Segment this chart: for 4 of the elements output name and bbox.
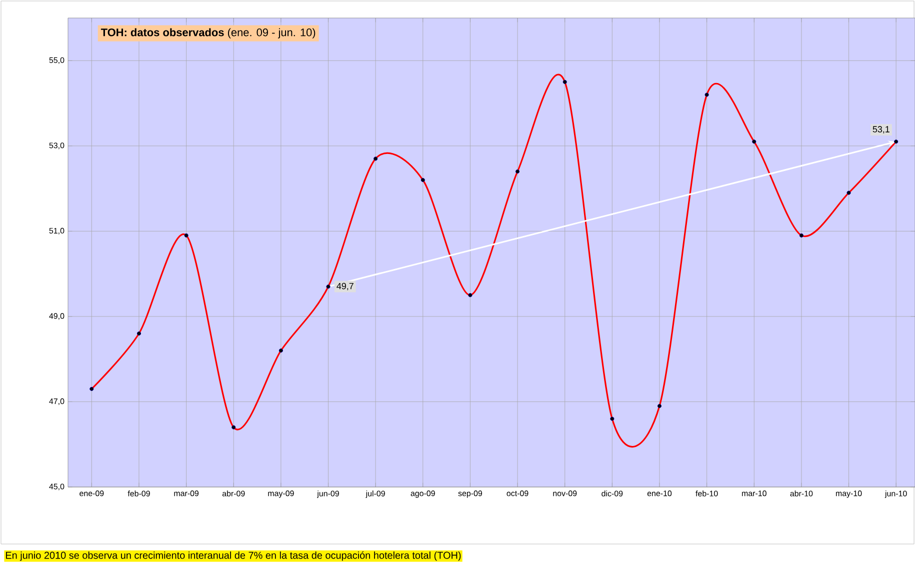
annotation: 49,7 bbox=[336, 282, 354, 290]
annotation: 53,1 bbox=[872, 126, 890, 134]
text: TOH: datos observados (ene. 09 - jun. 10) bbox=[100, 28, 316, 38]
text: En junio 2010 se observa un crecimiento interanual de 7% en la tasa de ocupación hotelera total (TOH) bbox=[6, 551, 461, 561]
